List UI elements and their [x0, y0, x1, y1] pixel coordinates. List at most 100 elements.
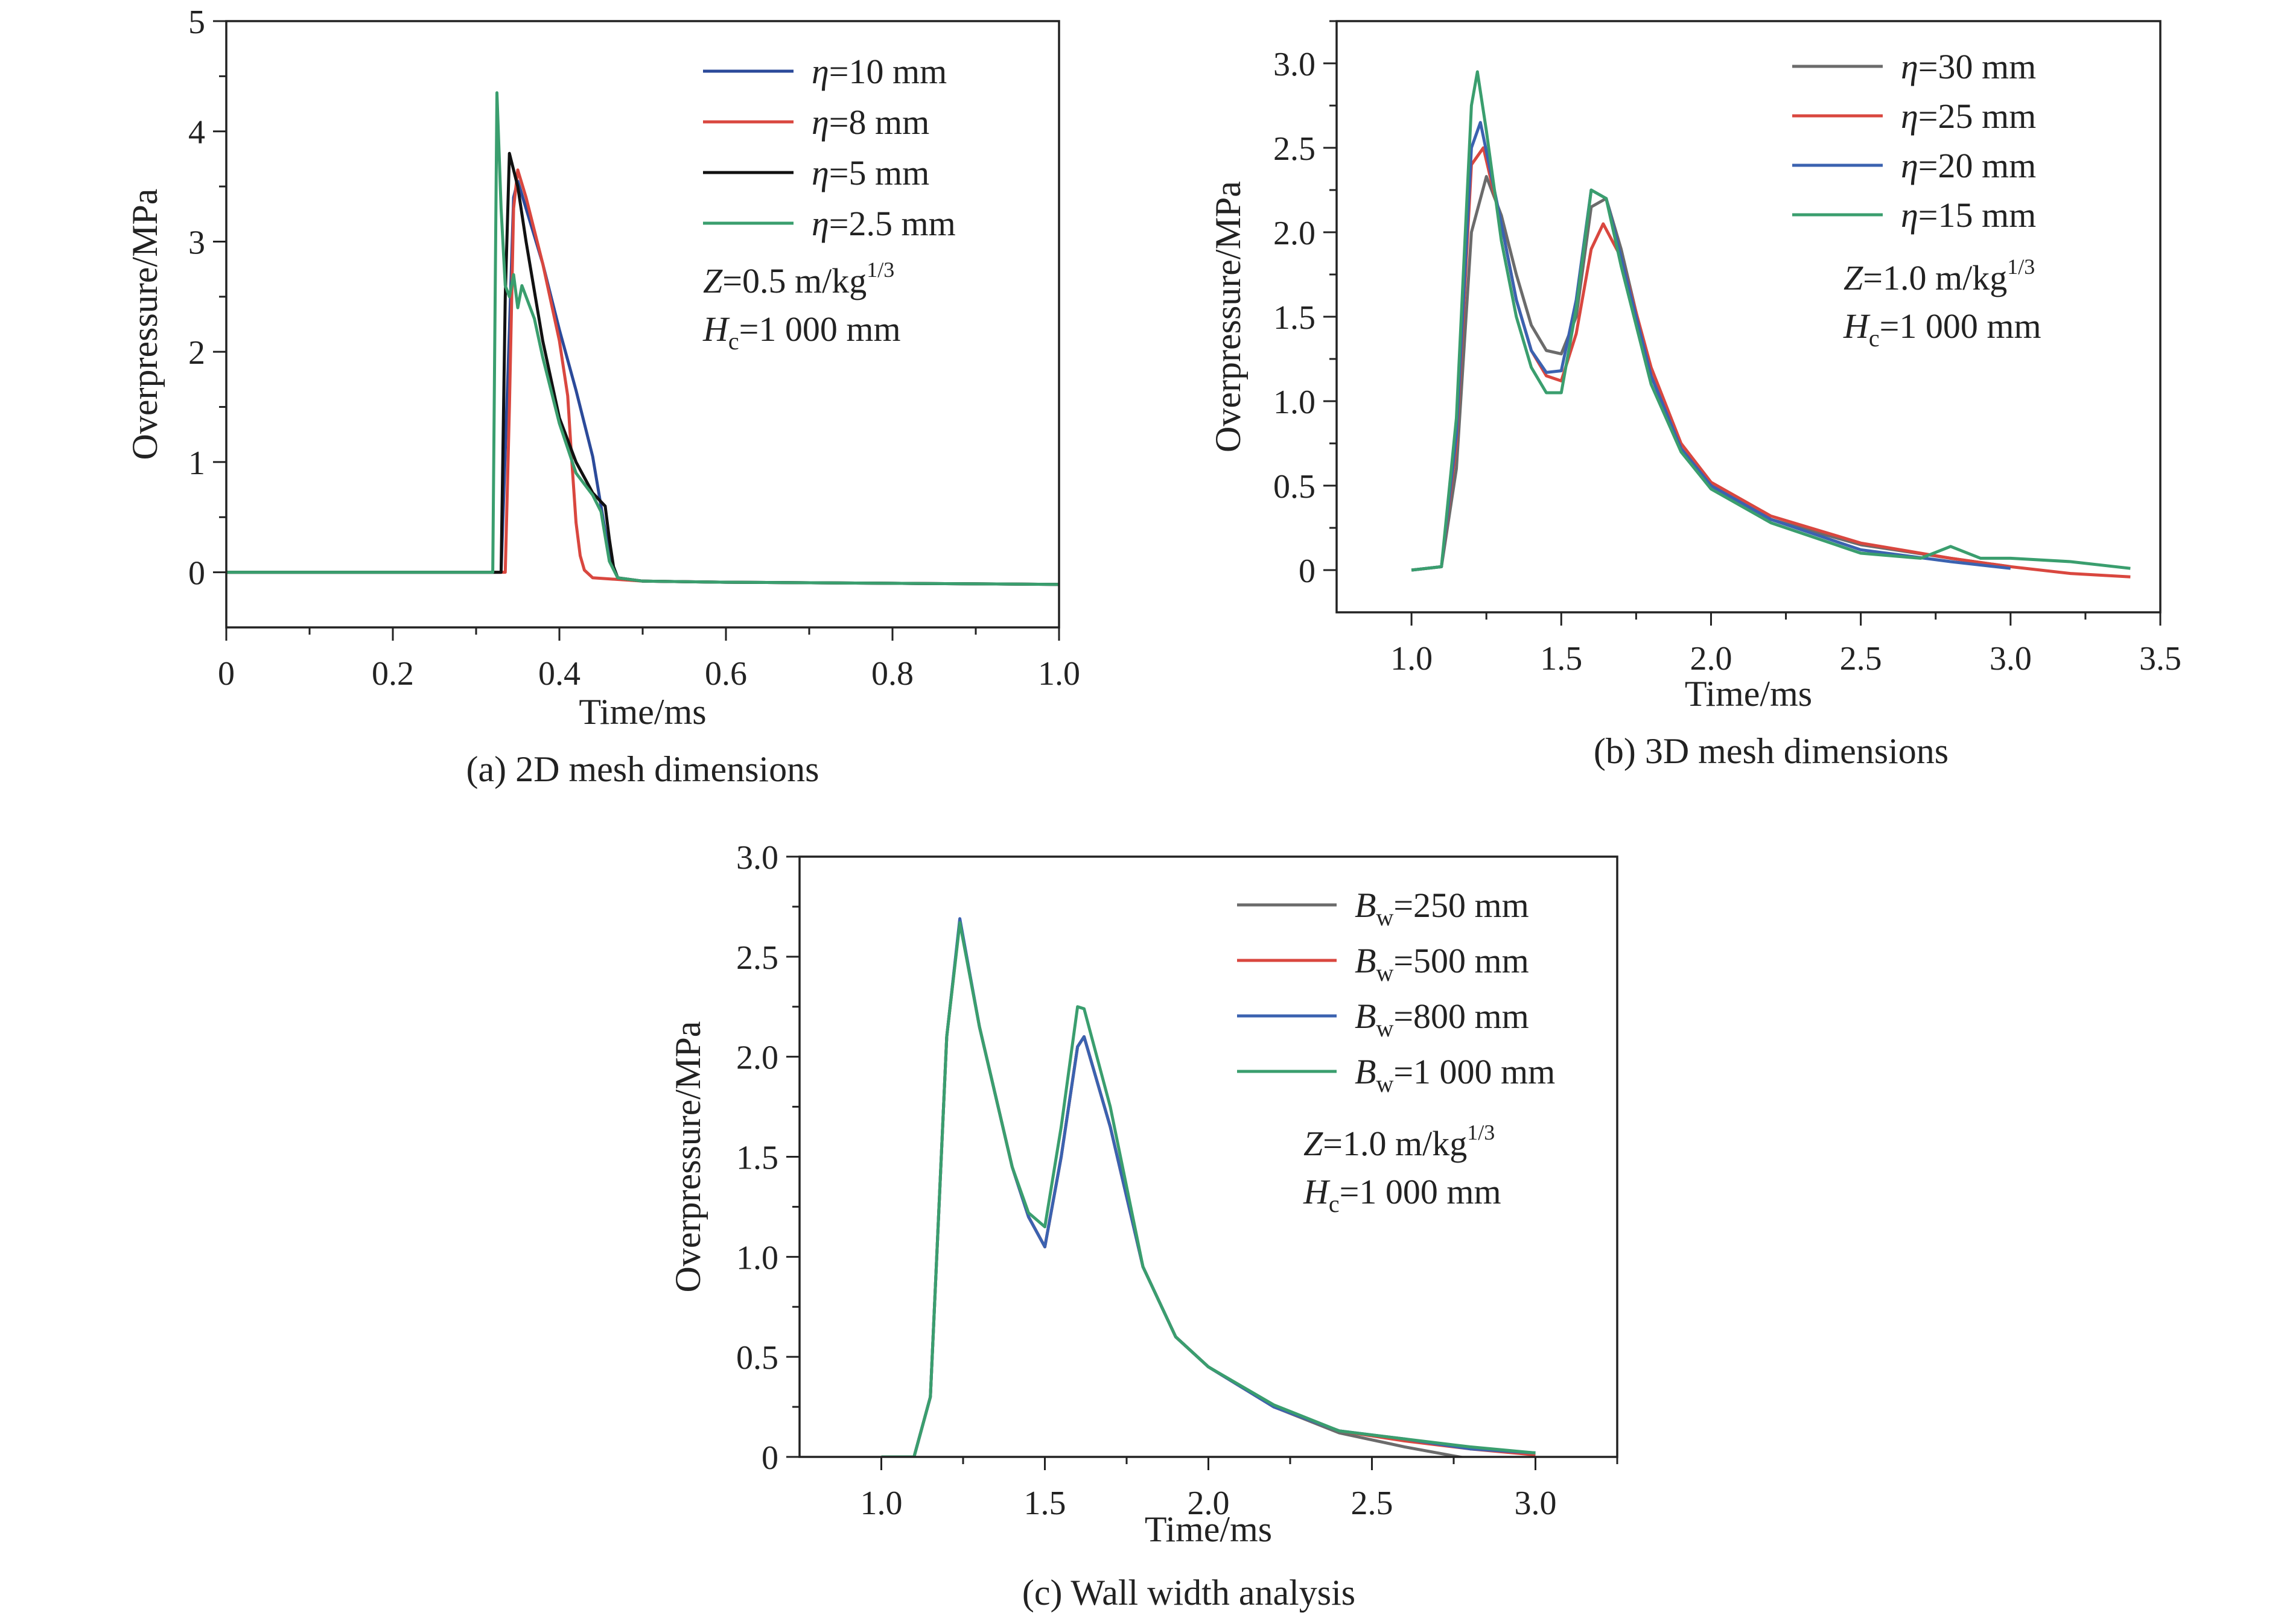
x-tick-label: 2.0 — [1690, 640, 1732, 677]
legend-label: =10 mm — [829, 52, 947, 91]
legend-var: B — [1355, 997, 1376, 1036]
legend-sub: w — [1376, 959, 1393, 986]
x-tick-label: 1.5 — [1540, 640, 1582, 677]
legend-var: η — [1901, 97, 1918, 136]
legend-var: B — [1355, 886, 1376, 925]
y-tick-label: 0 — [188, 555, 205, 592]
chart-caption: (b) 3D mesh dimensions — [1594, 731, 1949, 771]
y-tick-label: 1.0 — [736, 1239, 778, 1277]
annotation-sup: 1/3 — [2007, 255, 2035, 279]
legend-sub: w — [1376, 1070, 1393, 1097]
x-tick-label: 3.5 — [2139, 640, 2181, 677]
annotation-2: Hc=1 000 mm — [1303, 1172, 1501, 1217]
x-tick-label: 1.0 — [861, 1485, 903, 1522]
annotation-sub: c — [1869, 325, 1880, 352]
annotation-var: Z — [1303, 1124, 1323, 1163]
chart-panel-1: 0 0.2 0.4 0.6 0.8 1.0 0 1 2 3 4 5 Time/ms Overpressur… — [125, 4, 1080, 789]
annotation-var: H — [1843, 306, 1871, 346]
y-tick-label: 3.0 — [736, 839, 778, 877]
y-tick-label: 0.5 — [1273, 468, 1315, 506]
legend-entry-1: η=10 mm — [812, 52, 947, 91]
legend-entry-4: η=2.5 mm — [812, 204, 956, 243]
annotation-sup: 1/3 — [1467, 1120, 1495, 1144]
series-line-3 — [1411, 121, 2011, 572]
series-group — [226, 91, 1059, 586]
legend-label: =15 mm — [1918, 195, 2036, 235]
y-tick-label: 2.5 — [1273, 130, 1315, 168]
legend-var: η — [812, 153, 829, 192]
legend-label: =250 mm — [1393, 886, 1529, 925]
annotation-text: =1 000 mm — [1340, 1172, 1501, 1211]
legend-entry-4: Bw=1 000 mm — [1355, 1052, 1555, 1097]
legend-label: =800 mm — [1393, 997, 1529, 1036]
x-tick-label: 2.0 — [1188, 1485, 1230, 1522]
legend: η=10 mmη=8 mmη=5 mmη=2.5 mm — [703, 52, 956, 243]
x-tick-label: 2.5 — [1840, 640, 1882, 677]
legend-label: =8 mm — [829, 103, 929, 142]
x-tick-label: 0.4 — [538, 655, 581, 693]
y-axis-label: Overpressure/MPa — [125, 189, 165, 460]
annotation-1: Z=1.0 m/kg1/3 — [1844, 255, 2035, 297]
legend-var: η — [1901, 195, 1918, 235]
y-axis-label: Overpressure/MPa — [1208, 181, 1248, 452]
chart-caption: (c) Wall width analysis — [1022, 1573, 1355, 1613]
y-tick-label: 1.0 — [1273, 384, 1315, 421]
legend-entry-2: η=8 mm — [812, 103, 929, 142]
y-tick-label: 2 — [188, 334, 205, 372]
x-tick-label: 1.5 — [1024, 1485, 1066, 1522]
legend-entry-2: η=25 mm — [1901, 97, 2036, 136]
legend-entry-1: Bw=250 mm — [1355, 886, 1529, 931]
legend-entry-3: Bw=800 mm — [1355, 997, 1529, 1042]
annotation-sub: c — [1329, 1190, 1340, 1217]
y-tick-label: 2.0 — [1273, 215, 1315, 252]
x-axis-label: Time/ms — [579, 692, 706, 732]
y-tick-label: 0.5 — [736, 1339, 778, 1377]
series-group — [1411, 70, 2131, 579]
legend-var: η — [812, 204, 829, 243]
legend-entry-3: η=20 mm — [1901, 146, 2036, 185]
legend-var: η — [812, 52, 829, 91]
legend-label: =2.5 mm — [829, 204, 956, 243]
legend-label: =25 mm — [1918, 97, 2036, 136]
y-tick-label: 0 — [762, 1439, 778, 1477]
x-tick-label: 0.6 — [705, 655, 747, 693]
series-line-2 — [1411, 146, 2131, 579]
legend-sub: w — [1376, 904, 1393, 931]
annotation-text: =0.5 m/kg — [722, 261, 867, 300]
x-tick-label: 3.0 — [1515, 1485, 1557, 1522]
y-tick-label: 1.5 — [1273, 299, 1315, 337]
x-axis-label: Time/ms — [1145, 1509, 1272, 1549]
y-tick-label: 2.0 — [736, 1039, 778, 1077]
x-tick-label: 0.8 — [871, 655, 914, 693]
y-tick-label: 1 — [188, 445, 205, 482]
annotation-var: H — [702, 309, 730, 349]
x-tick-label: 0 — [218, 655, 235, 693]
annotation-text: =1.0 m/kg — [1863, 258, 2007, 297]
annotation-text: =1.0 m/kg — [1323, 1124, 1467, 1163]
y-tick-label: 1.5 — [736, 1140, 778, 1177]
legend-sub: w — [1376, 1015, 1393, 1042]
annotation-1: Z=1.0 m/kg1/3 — [1303, 1120, 1495, 1163]
series-line-4 — [881, 921, 1536, 1457]
legend-label: =20 mm — [1918, 146, 2036, 185]
annotation-text: =1 000 mm — [1880, 306, 2041, 346]
y-tick-label: 0 — [1299, 553, 1315, 590]
legend-label: =1 000 mm — [1393, 1052, 1555, 1091]
annotation-2: Hc=1 000 mm — [702, 309, 901, 355]
legend-var: B — [1355, 941, 1376, 980]
legend-label: =5 mm — [829, 153, 929, 192]
legend-var: η — [812, 103, 829, 142]
chart-panel-3: 1.0 1.5 2.0 2.5 3.0 0 0.5 1.0 1.5 2.0 2.5 3.0 Time/m… — [668, 839, 1618, 1613]
series-line-4 — [1411, 70, 2131, 572]
annotation-text: =1 000 mm — [739, 309, 901, 349]
x-tick-label: 0.2 — [372, 655, 414, 693]
legend-var: η — [1901, 47, 1918, 86]
plot-frame — [225, 20, 1060, 629]
y-tick-label: 4 — [188, 114, 205, 151]
legend-entry-4: η=15 mm — [1901, 195, 2036, 235]
x-tick-label: 1.0 — [1038, 655, 1080, 693]
series-group — [881, 917, 1536, 1457]
annotation-var: H — [1303, 1172, 1331, 1211]
legend-entry-1: η=30 mm — [1901, 47, 2036, 86]
